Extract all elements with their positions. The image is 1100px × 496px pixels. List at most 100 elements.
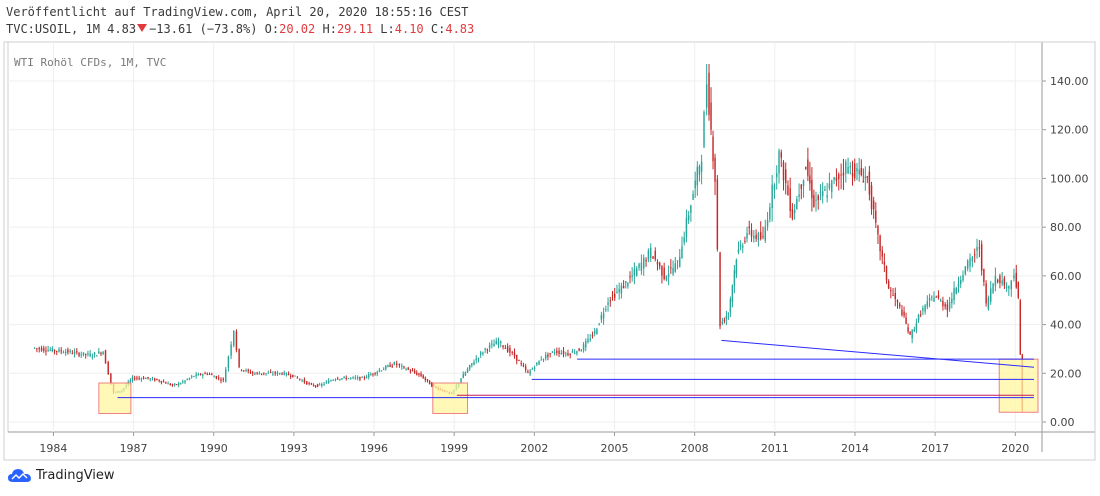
candle-body [256,372,258,374]
candle-body [233,330,235,346]
candle-body [299,378,301,380]
candle-body [811,179,813,199]
candle-body [665,276,668,280]
candle-body [605,308,607,310]
candle-body [76,351,78,353]
candle-body [903,311,905,316]
candle-body [748,226,750,229]
candle-body [84,353,87,355]
candle-body [269,371,272,373]
candle-body [350,377,352,379]
candle-body [700,161,703,172]
candle-body [520,363,522,365]
candle-body [533,367,536,369]
candle-body [330,380,332,382]
high-label: H: [322,22,337,36]
candle-body [833,177,835,180]
published-line: Veröffentlicht auf TradingView.com, Apri… [6,5,469,19]
candle-body [49,349,51,351]
candle-body [156,378,158,381]
candle-body [960,279,962,285]
candle-body [817,195,819,200]
candle-body [870,185,873,209]
candle-body [308,383,310,385]
candle-body [378,370,381,372]
candle-body [398,363,401,366]
x-tick-label: 1993 [280,442,308,455]
candle-body [247,369,249,372]
candle-body [171,384,174,386]
x-tick-label: 2020 [1001,442,1029,455]
candle-body [913,329,916,332]
candle-body [45,350,47,352]
candle-body [538,360,540,365]
candle-body [787,185,789,196]
candle-body [1005,286,1008,289]
y-tick-label: 0.00 [1050,416,1075,429]
candle-body [705,84,708,108]
candle-body [729,299,732,313]
candle-body [524,366,527,370]
candle-body [672,267,674,275]
y-tick-label: 60.00 [1050,270,1082,283]
candle-body [856,168,858,172]
candle-body [336,378,339,380]
candle-body [994,275,997,286]
candle-body [698,166,701,175]
y-tick-label: 20.00 [1050,367,1082,380]
candle-body [714,157,716,182]
candle-body [800,184,803,189]
candle-body [819,191,822,194]
candle-body [807,159,809,176]
candle-body [793,209,796,214]
candle-body [933,297,935,302]
candle-body [306,381,308,385]
candle-body [815,199,817,201]
candle-body [667,273,670,277]
candle-body [493,344,495,347]
candle-body [580,350,583,352]
candle-body [683,237,685,243]
candle-body [522,365,525,367]
candle-body [258,373,261,375]
candle-body [643,257,645,269]
candle-body [999,275,1001,284]
candle-body [805,167,807,169]
candle-body [276,372,279,375]
candle-body [145,378,147,380]
x-tick-label: 1987 [120,442,148,455]
candle-body [190,376,193,378]
candle-body [363,377,366,379]
candle-body [177,383,180,386]
candle-body [896,300,899,303]
candle-body [980,244,983,271]
x-tick-label: 1996 [360,442,388,455]
candle-body [323,383,325,385]
candle-body [424,377,427,380]
candle-body [345,377,347,380]
candle-body [471,363,473,366]
candle-body [926,301,929,307]
candle-body [650,247,652,259]
candle-body [475,358,477,361]
candle-body [879,235,881,252]
candle-body [497,341,500,346]
ohlc-line: TVC:USOIL, 1M 4.83 −13.61 (−73.8%) O:20.0… [6,21,474,38]
candle-body [670,267,672,269]
candle-body [238,348,240,367]
candle-body [165,382,167,384]
candle-body [502,345,504,348]
candle-body [158,380,160,382]
x-tick-label: 2014 [841,442,869,455]
candle-body [725,316,728,319]
candle-body [154,378,156,381]
candle-body [596,328,598,335]
tradingview-brand[interactable]: TradingView [8,468,115,483]
candle-body [887,280,890,289]
candle-body [565,353,567,355]
candle-body [569,353,571,356]
candle-body [206,373,208,375]
candle-body [193,376,195,378]
candle-body [405,369,407,371]
